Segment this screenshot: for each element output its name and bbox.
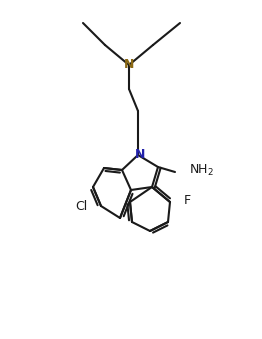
Text: N: N <box>135 147 145 160</box>
Text: F: F <box>184 195 191 207</box>
Text: NH$_2$: NH$_2$ <box>189 162 214 178</box>
Text: N: N <box>124 58 134 71</box>
Text: Cl: Cl <box>75 199 87 213</box>
